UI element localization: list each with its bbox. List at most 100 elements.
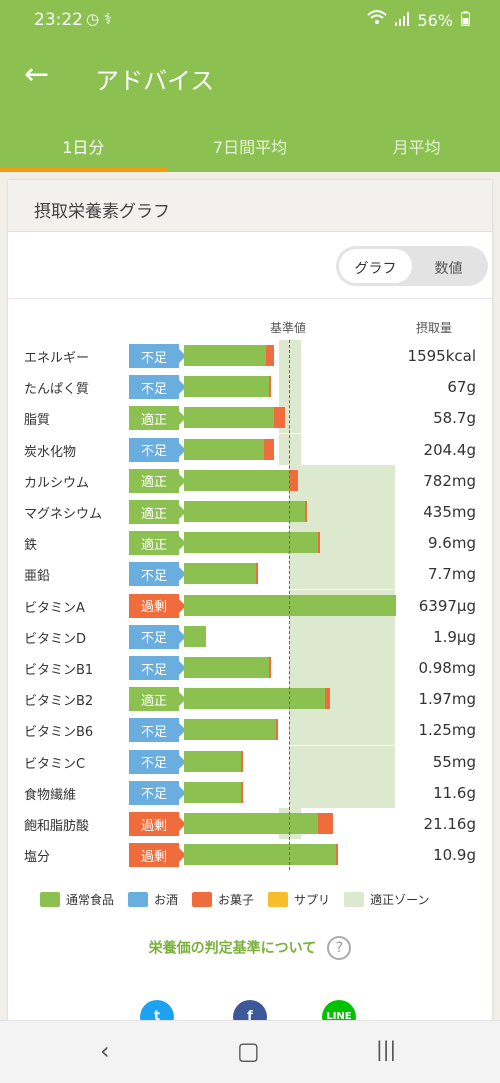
bar-segment-food	[184, 407, 275, 429]
status-badge: 不足	[129, 344, 186, 368]
toggle-numbers-button[interactable]: 数値	[434, 261, 463, 277]
bar-segment-sweets	[304, 501, 307, 522]
bar-segment-food	[184, 719, 277, 741]
intake-value: 204.4g	[423, 440, 476, 459]
optimal-zone	[289, 558, 395, 590]
optimal-zone	[289, 652, 395, 683]
status-bar: 23:22 ◷ ⚕ 56%	[0, 0, 500, 44]
intake-value: 67g	[447, 378, 476, 397]
bar-segment-food	[184, 501, 305, 522]
intake-value: 1595kcal	[407, 347, 476, 365]
nutrient-row: ビタミンD 不足 1.9μg	[8, 620, 492, 652]
legend-item: 通常食品	[40, 891, 114, 908]
nutrient-row: 食物繊維 不足 11.6g	[8, 776, 492, 808]
bar-segment-food	[184, 750, 242, 772]
status-time: 23:22	[34, 10, 83, 30]
intake-bar	[184, 501, 307, 522]
status-badge: 適正	[129, 406, 186, 431]
nutrient-row: 炭水化物 不足 204.4g	[8, 433, 492, 465]
nutrient-name: 塩分	[24, 850, 51, 866]
intake-bar	[184, 345, 275, 366]
nutrient-row: 亜鉛 不足 7.7mg	[8, 558, 492, 590]
view-toggle: グラフ 数値	[336, 246, 488, 286]
status-badge: 適正	[129, 531, 186, 556]
legend: 通常食品 お酒 お菓子 サプリ 適正ゾーン	[40, 891, 429, 908]
legend-item: サプリ	[268, 891, 330, 908]
tab-monthly-average[interactable]: 月平均	[392, 138, 441, 157]
status-badge: 不足	[129, 437, 186, 462]
nutrient-name: たんぱく質	[24, 382, 90, 398]
legend-item: お菓子	[192, 891, 254, 908]
bar-segment-food	[184, 438, 264, 460]
bar-segment-food	[184, 844, 336, 866]
intake-bar	[184, 469, 299, 491]
intake-bar	[184, 719, 279, 741]
intake-value: 11.6g	[433, 783, 476, 802]
intake-value: 55mg	[432, 752, 476, 771]
nutrient-row: 飽和脂肪酸 過剰 21.16g	[8, 808, 492, 839]
optimal-zone	[279, 340, 301, 371]
optimal-zone	[289, 620, 395, 652]
intake-value: 6397μg	[418, 596, 476, 615]
intake-bar	[184, 688, 331, 710]
legend-item: お酒	[128, 891, 178, 908]
intake-value: 1.25mg	[418, 721, 476, 740]
bar-segment-sweets	[335, 844, 338, 866]
help-icon[interactable]: ?	[327, 936, 352, 960]
status-badge: 適正	[129, 500, 186, 524]
nutrient-row: ビタミンB1 不足 0.98mg	[8, 652, 492, 683]
nutrient-row: マグネシウム 適正 435mg	[8, 496, 492, 527]
intake-value: 7.7mg	[428, 565, 476, 584]
tab-day[interactable]: 1日分	[0, 114, 167, 172]
intake-value: 435mg	[423, 503, 476, 521]
tab-7day-average[interactable]: 7日間平均	[212, 138, 288, 157]
divider	[8, 298, 492, 299]
bar-segment-sweets	[317, 813, 334, 834]
nutrient-name: 亜鉛	[24, 569, 51, 585]
bar-segment-food	[184, 625, 207, 647]
nav-home-icon[interactable]: ▢	[237, 1037, 260, 1065]
bar-segment-sweets	[256, 563, 259, 585]
nutrient-name: 脂質	[24, 413, 51, 429]
period-tabs: 1日分 7日間平均 月平均	[0, 114, 500, 172]
battery-icon	[461, 10, 470, 30]
optimal-zone	[289, 714, 395, 746]
criteria-link[interactable]: 栄養価の判定基準について	[148, 940, 317, 957]
back-arrow-icon[interactable]: ←	[24, 57, 50, 92]
status-badge: 不足	[129, 562, 186, 587]
bar-segment-food	[184, 376, 269, 398]
standard-header: 基準値	[270, 321, 307, 335]
status-badge: 過剰	[129, 593, 186, 618]
bar-segment-sweets	[265, 345, 275, 366]
nutrient-row: ビタミンB6 不足 1.25mg	[8, 714, 492, 746]
intake-bar	[184, 657, 271, 678]
status-badge: 過剰	[129, 843, 186, 868]
nutrient-name: ビタミンA	[24, 600, 85, 616]
bar-segment-food	[184, 813, 318, 834]
nutrient-name: ビタミンB1	[24, 663, 94, 678]
bar-segment-food	[184, 781, 242, 803]
bar-segment-sweets	[268, 657, 271, 678]
nav-recent-icon[interactable]: |||	[376, 1037, 397, 1061]
bar-segment-sweets	[241, 781, 244, 803]
status-badge: 不足	[129, 624, 186, 649]
status-badge: 適正	[129, 687, 186, 712]
optimal-zone	[289, 776, 395, 808]
intake-value: 58.7g	[433, 409, 476, 428]
nav-back-icon[interactable]: ‹	[100, 1037, 110, 1065]
bar-segment-food	[184, 532, 318, 554]
nutrient-name: 炭水化物	[24, 444, 77, 460]
bar-segment-food	[184, 469, 290, 491]
app-bar: ← アドバイス	[0, 44, 500, 114]
intake-value: 1.97mg	[418, 690, 476, 709]
nutrient-name: マグネシウム	[24, 507, 103, 522]
status-badge: 不足	[129, 749, 186, 774]
toggle-graph-button[interactable]: グラフ	[339, 249, 412, 283]
intake-value: 21.16g	[423, 815, 476, 833]
nutrient-row: エネルギー 不足 1595kcal	[8, 340, 492, 371]
bar-segment-food	[184, 594, 396, 616]
criteria-link-row: 栄養価の判定基準について ?	[8, 936, 492, 960]
legend-swatch-alcohol	[128, 892, 149, 907]
nutrient-name: エネルギー	[24, 351, 90, 366]
bar-segment-sweets	[324, 688, 331, 710]
